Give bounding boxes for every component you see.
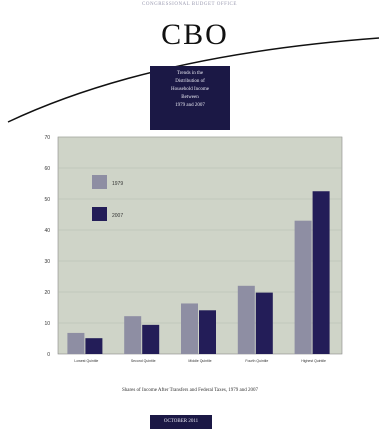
- title-line-2: Distribution of: [175, 79, 205, 84]
- title-line-4: Between: [181, 95, 199, 100]
- bar-2007-1: [85, 338, 103, 354]
- x-tick-label: Second Quintile: [131, 359, 156, 363]
- legend-swatch-1979: [92, 175, 107, 189]
- legend-label-1979: 1979: [112, 181, 123, 187]
- bar-1979-5: [294, 220, 312, 354]
- y-tick-label: 70: [44, 135, 50, 141]
- legend-swatch-2007: [92, 207, 107, 221]
- title-line-1: Trends in the: [176, 71, 204, 76]
- y-tick-label: 30: [44, 259, 50, 265]
- bar-1979-3: [181, 303, 198, 354]
- x-tick-label: Fourth Quintile: [245, 359, 268, 363]
- y-tick-label: 40: [44, 228, 50, 234]
- bar-2007-5: [312, 191, 330, 354]
- x-tick-label: Lowest Quintile: [74, 359, 98, 363]
- cbo-logo: CBO: [161, 18, 229, 51]
- y-tick-label: 20: [44, 290, 50, 296]
- title-line-3: Household Income: [171, 87, 209, 92]
- legend-label-2007: 2007: [112, 213, 123, 219]
- bar-2007-4: [255, 292, 273, 354]
- bar-2007-2: [142, 324, 160, 354]
- bar-1979-4: [237, 285, 255, 354]
- bar-2007-3: [199, 310, 216, 354]
- date-badge: OCTOBER 2011: [150, 415, 212, 429]
- title-line-5: 1979 and 2007: [175, 103, 205, 108]
- x-tick-label: Highest Quintile: [301, 359, 326, 363]
- y-tick-label: 50: [44, 197, 50, 203]
- y-tick-label: 10: [44, 321, 50, 327]
- report-title-box: Trends in the Distribution of Household …: [150, 66, 230, 130]
- bar-1979-2: [124, 316, 142, 354]
- x-tick-label: Middle Quintile: [188, 359, 211, 363]
- top-caption: CONGRESSIONAL BUDGET OFFICE: [142, 2, 237, 7]
- bar-1979-1: [67, 332, 85, 354]
- chart-x-caption: Shares of Income After Transfers and Fed…: [121, 388, 259, 393]
- y-tick-label: 0: [47, 352, 50, 358]
- y-tick-label: 60: [44, 166, 50, 172]
